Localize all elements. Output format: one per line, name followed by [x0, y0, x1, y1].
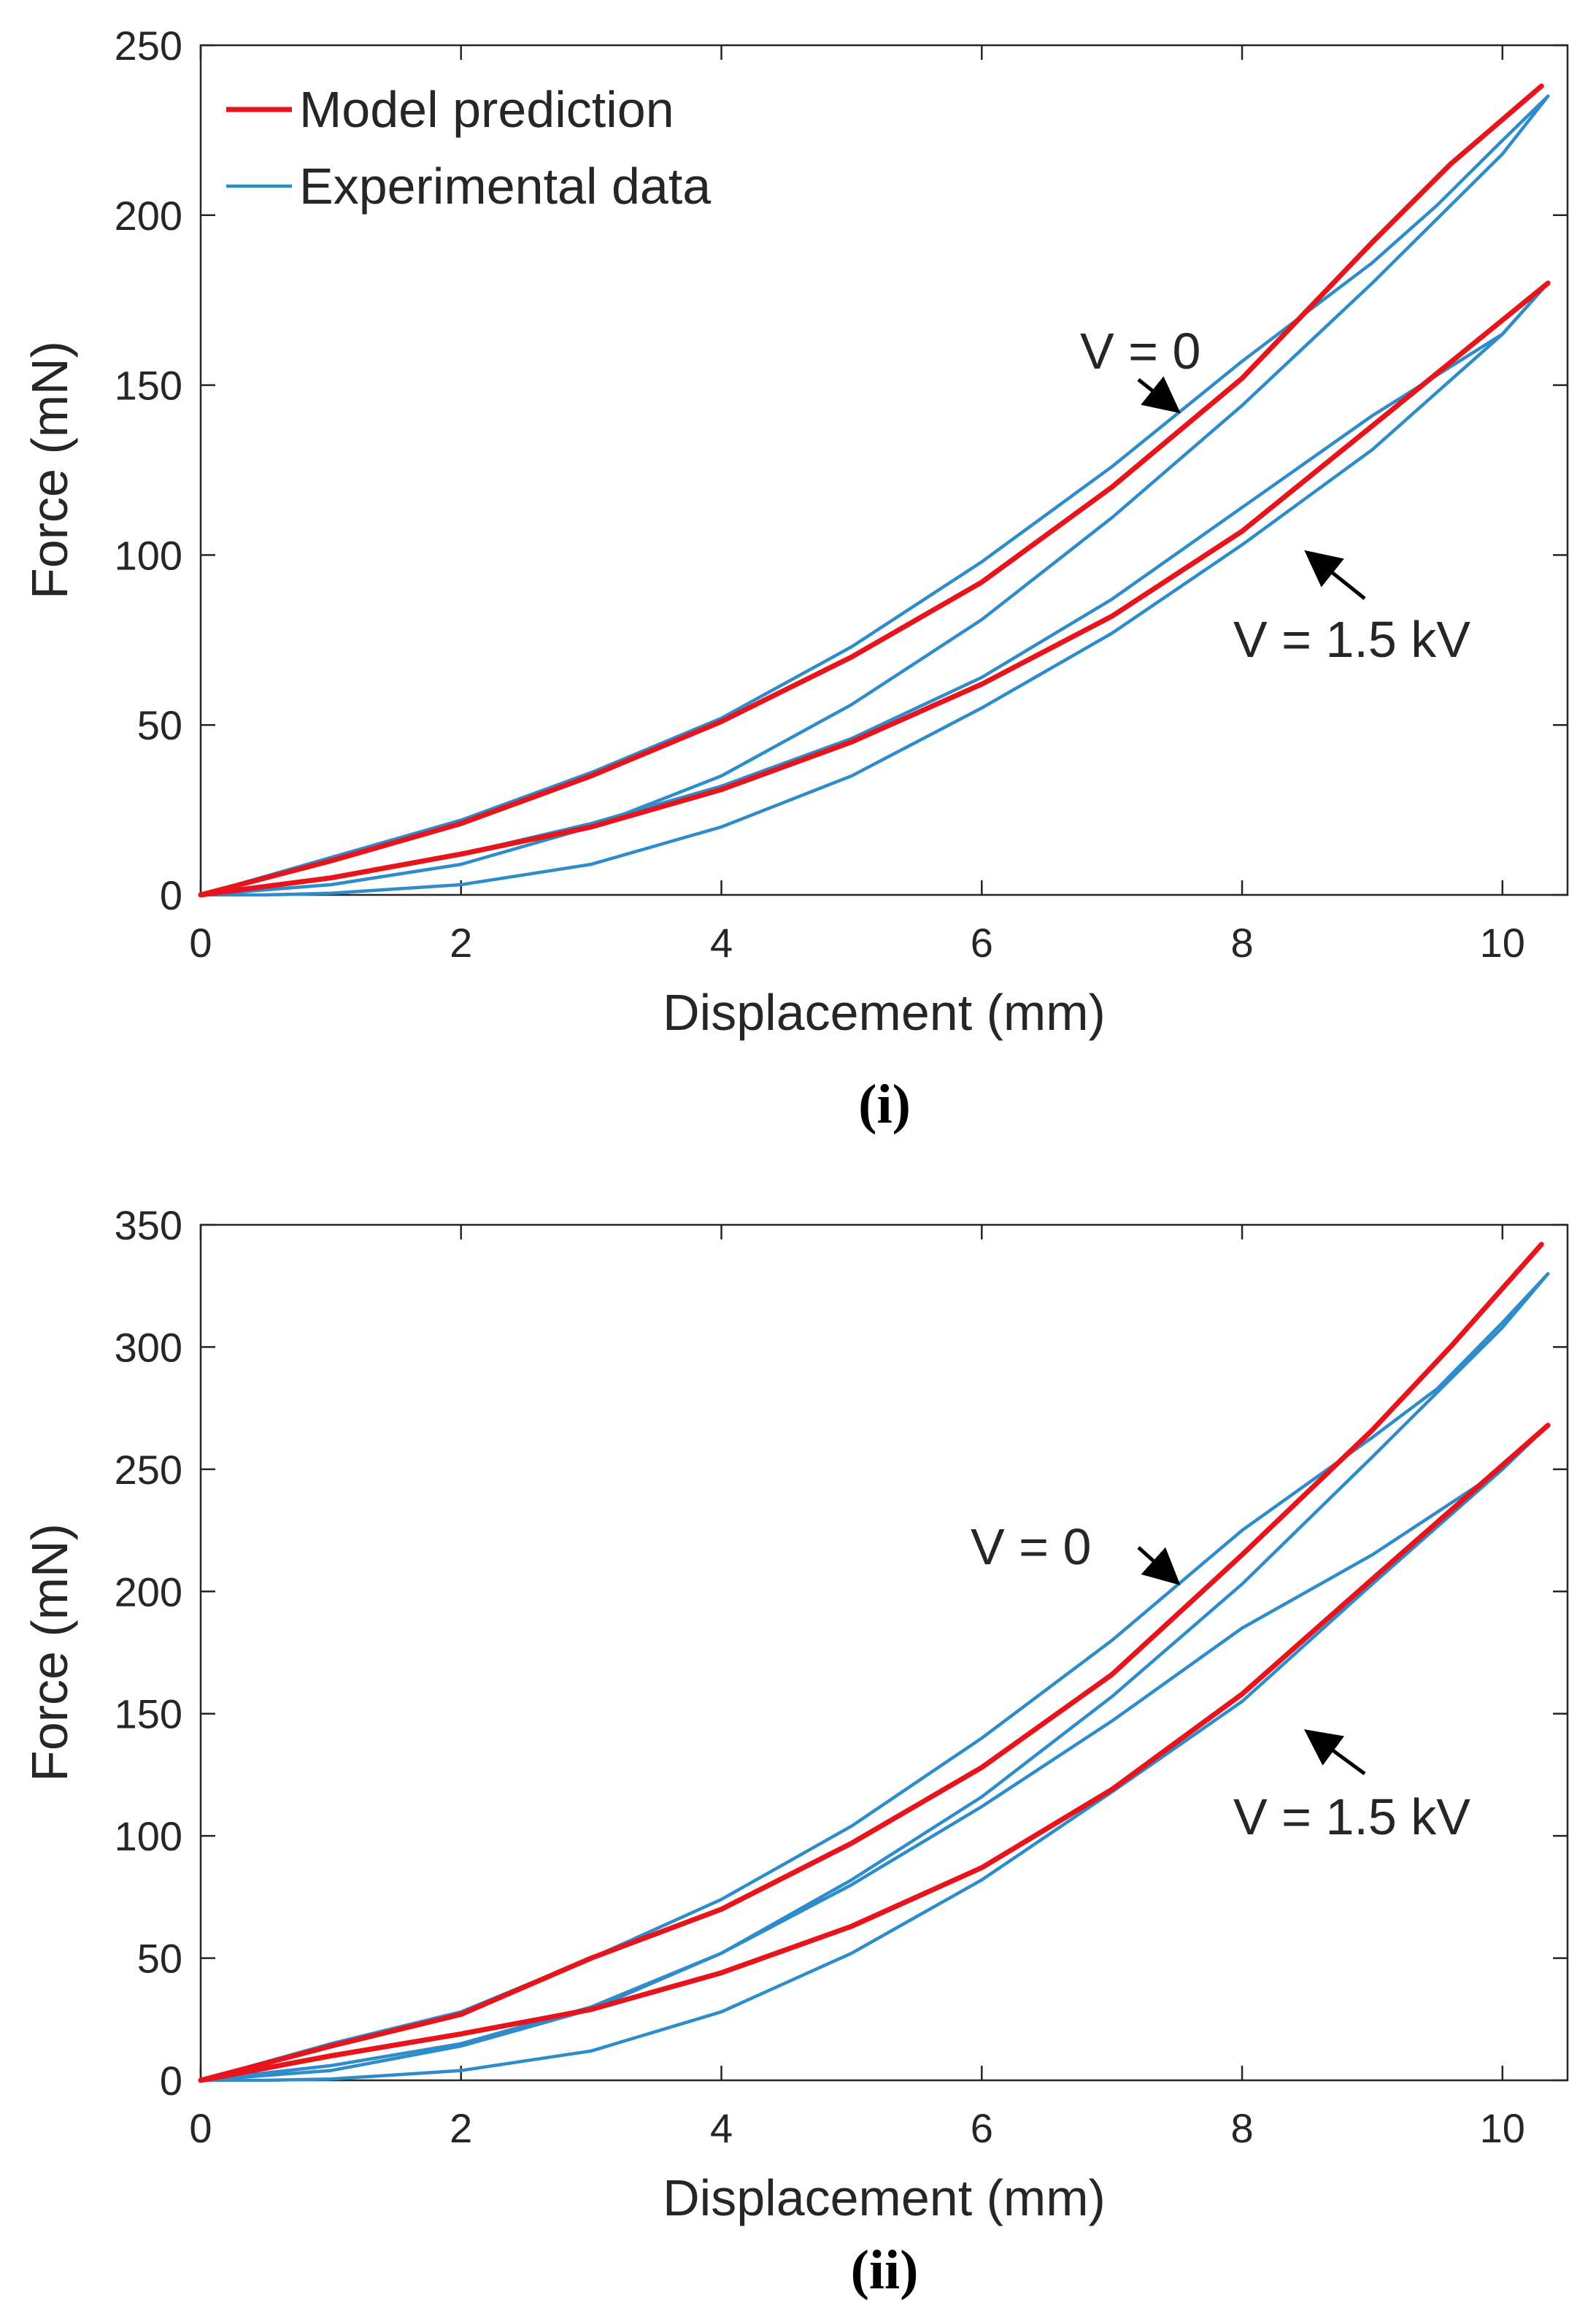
x-tick-label: 8: [1230, 2105, 1253, 2151]
axes-box: [199, 44, 1569, 896]
x-tick-label: 10: [1480, 920, 1525, 966]
annotation-v0-arrow: [1137, 376, 1181, 414]
y-tick-label: 0: [160, 872, 182, 918]
x-tick-label: 0: [189, 2105, 212, 2151]
experimental-data-line-2: [198, 1272, 1550, 2083]
caption-label: ii: [869, 2239, 900, 2301]
y-axis-label: Force (mN): [21, 1523, 78, 1782]
experimental-data-line-3: [198, 1272, 1550, 2083]
y-axis-label: Force (mN): [21, 341, 78, 599]
panel-caption: (i): [858, 1074, 911, 1135]
annotation-v15-arrow: [1303, 1729, 1366, 1776]
x-tick-label: 2: [450, 920, 472, 966]
experimental-data-line-2: [198, 94, 1550, 897]
y-tick-label: 250: [115, 1447, 182, 1493]
caption-close-paren: ): [893, 1074, 911, 1135]
x-tick-label: 0: [189, 920, 212, 966]
caption-open-paren: (: [851, 2239, 869, 2301]
y-tick-label: 200: [115, 1569, 182, 1615]
y-tick-label: 200: [115, 193, 182, 239]
legend: Model prediction Experimental data: [226, 81, 711, 215]
experimental-data-line-5: [198, 1423, 1550, 2083]
annotation-v0: V = 0: [971, 1518, 1091, 1575]
x-tick-label: 6: [971, 2105, 993, 2151]
model-prediction-line-0: [198, 83, 1544, 898]
annotation-v15: V = 1.5 kV: [1233, 611, 1470, 668]
x-tick-label: 4: [710, 920, 733, 966]
y-tick-label: 300: [115, 1324, 182, 1370]
caption-label: i: [876, 1074, 892, 1135]
x-axis-label: Displacement (mm): [663, 984, 1106, 1041]
y-tick-label: 50: [137, 1936, 182, 1982]
x-tick-label: 8: [1230, 920, 1253, 966]
axes-box: [199, 1223, 1569, 2082]
legend-label-experimental: Experimental data: [299, 158, 711, 215]
experimental-data-line-3: [198, 94, 1550, 897]
experimental-data-line-5: [198, 281, 1550, 897]
model-prediction-line-0: [198, 1242, 1544, 2083]
legend-label-model: Model prediction: [299, 81, 674, 138]
model-prediction-line-1: [198, 1423, 1551, 2083]
y-tick-label: 150: [115, 363, 182, 409]
chart-panel-ii: 0 2 4 6 8 10050100150200250300350Displacement…: [21, 1202, 1569, 2301]
x-tick-label: 6: [971, 920, 993, 966]
annotation-v0: V = 0: [1080, 323, 1200, 380]
y-tick-label: 0: [160, 2058, 182, 2104]
x-tick-label: 10: [1480, 2105, 1525, 2151]
annotation-v0-arrow: [1137, 1546, 1181, 1585]
experimental-data-line-4: [198, 281, 1550, 897]
x-axis-label: Displacement (mm): [663, 2169, 1106, 2226]
y-tick-label: 50: [137, 702, 182, 748]
y-tick-label: 100: [115, 532, 182, 578]
caption-close-paren: ): [900, 2239, 918, 2301]
x-tick-label: 4: [710, 2105, 733, 2151]
y-tick-label: 250: [115, 23, 182, 69]
model-prediction-line-1: [198, 280, 1551, 898]
y-tick-label: 150: [115, 1691, 182, 1737]
annotation-v15-arrow: [1304, 550, 1366, 600]
y-tick-label: 350: [115, 1202, 182, 1248]
annotation-v15: V = 1.5 kV: [1233, 1788, 1470, 1845]
x-tick-label: 2: [450, 2105, 472, 2151]
caption-open-paren: (: [858, 1074, 876, 1135]
y-tick-label: 100: [115, 1813, 182, 1859]
experimental-data-line-4: [198, 1423, 1550, 2083]
panel-caption: (ii): [851, 2239, 919, 2301]
